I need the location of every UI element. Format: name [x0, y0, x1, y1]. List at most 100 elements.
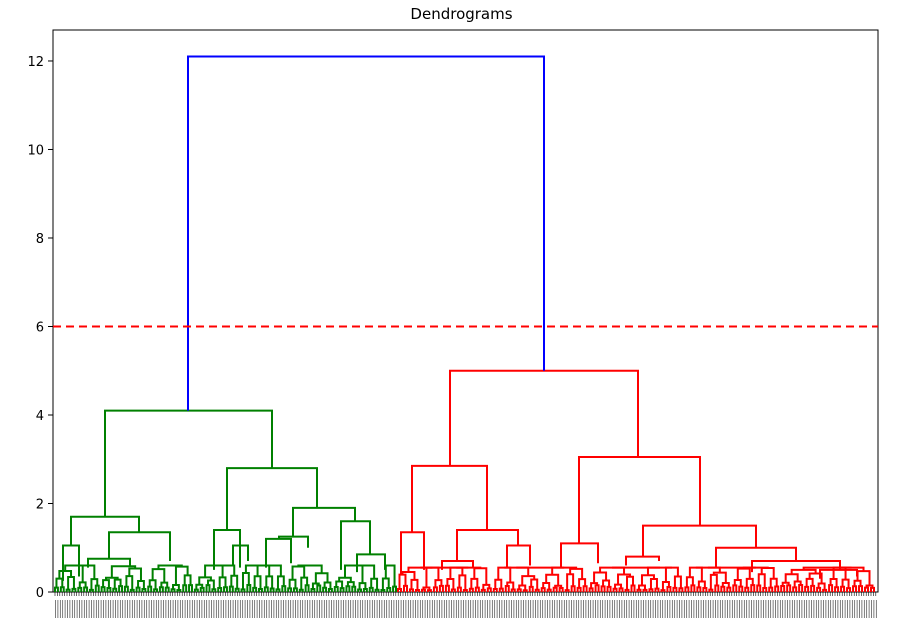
- cluster-2-link: [625, 555, 660, 566]
- cluster-1-leaf-link: [281, 585, 287, 592]
- cluster-1-leaf-link: [269, 587, 275, 592]
- cluster-1-leaf-link: [182, 584, 188, 592]
- cluster-1-leaf-link: [193, 588, 199, 592]
- cluster-1-leaf-link: [253, 575, 262, 589]
- cluster-1-leaf-link: [123, 585, 129, 592]
- cluster-2-leaf-link: [654, 587, 660, 592]
- cluster-2-leaf-link: [805, 577, 814, 587]
- cluster-2-leaf-link: [642, 588, 648, 592]
- cluster-1-link: [340, 520, 371, 570]
- cluster-1-leaf-link: [288, 578, 297, 589]
- cluster-2-link: [449, 369, 639, 466]
- cluster-1-leaf-link: [343, 564, 369, 578]
- cluster-1-leaf-link: [106, 587, 112, 592]
- cluster-2-leaf-link: [420, 588, 426, 592]
- cluster-1-leaf-link: [291, 565, 306, 580]
- cluster-1-leaf-link: [172, 584, 180, 590]
- cluster-2-leaf-link: [600, 585, 606, 592]
- cluster-1-leaf-link: [113, 578, 122, 589]
- cluster-2-leaf-link: [504, 585, 510, 592]
- cluster-2-leaf-link: [498, 587, 504, 592]
- cluster-2-leaf-link: [410, 578, 419, 591]
- cluster-1-leaf-link: [345, 585, 351, 592]
- cluster-1-link: [232, 544, 249, 566]
- cluster-2-leaf-link: [401, 570, 416, 580]
- cluster-2-leaf-link: [618, 587, 624, 592]
- cluster-2-link: [751, 560, 841, 573]
- cluster-2-leaf-link: [402, 584, 408, 592]
- cluster-2-leaf-link: [640, 574, 655, 586]
- cluster-1-leaf-link: [199, 586, 205, 592]
- cluster-2-leaf-link: [864, 586, 870, 592]
- cluster-2-leaf-link: [614, 583, 623, 589]
- cluster-1-leaf-link: [358, 582, 367, 590]
- cluster-1-leaf-link: [370, 577, 379, 590]
- cluster-1-leaf-link: [198, 576, 212, 585]
- cluster-2-leaf-link: [750, 584, 756, 592]
- cluster-2-links: [397, 369, 875, 592]
- cluster-1-link: [70, 515, 140, 546]
- cluster-1-leaf-link: [368, 586, 374, 592]
- cluster-1-leaf-link: [346, 581, 355, 587]
- cluster-2-link: [578, 456, 701, 544]
- cluster-2-leaf-link: [661, 581, 670, 591]
- cluster-1-leaf-link: [381, 577, 390, 590]
- cluster-2-leaf-link: [444, 584, 450, 592]
- cluster-2-leaf-link: [696, 586, 702, 592]
- cluster-2-leaf-link: [852, 585, 858, 592]
- cluster-2-leaf-link: [630, 584, 636, 592]
- cluster-2-leaf-link: [494, 578, 503, 590]
- cluster-2-leaf-link: [462, 588, 468, 592]
- cluster-1-leaf-link: [160, 581, 169, 588]
- cluster-2-leaf-link: [853, 579, 862, 587]
- cluster-2-leaf-link: [425, 566, 440, 588]
- cluster-2-leaf-link: [840, 585, 846, 592]
- cluster-2-leaf-link: [617, 573, 632, 585]
- cluster-1-leaf-link: [100, 586, 106, 592]
- cluster-2-leaf-link: [856, 570, 871, 586]
- cluster-2-leaf-link: [540, 587, 546, 592]
- cluster-1-leaf-link: [265, 575, 274, 589]
- cluster-2-leaf-link: [480, 588, 486, 592]
- cluster-2-link: [715, 546, 797, 568]
- y-tick-label: 4: [36, 409, 44, 424]
- cluster-2-leaf-link: [744, 586, 750, 592]
- cluster-2-link: [819, 568, 858, 579]
- root-links: [187, 55, 545, 411]
- cluster-2-leaf-link: [756, 584, 762, 592]
- cluster-2-leaf-link: [846, 587, 852, 592]
- cluster-2-leaf-link: [690, 584, 696, 592]
- cluster-2-leaf-link: [570, 585, 576, 592]
- cluster-2-leaf-link: [497, 566, 512, 583]
- cluster-1-leaf-link: [88, 588, 94, 592]
- cluster-1-leaf-link: [223, 586, 228, 592]
- cluster-1-leaf-link: [164, 586, 170, 592]
- cluster-2-leaf-link: [588, 587, 594, 592]
- cluster-2-leaf-link: [684, 586, 690, 592]
- cluster-1-leaf-link: [207, 579, 215, 590]
- cluster-1-leaf-link: [244, 564, 259, 577]
- cluster-1-leaf-link: [54, 586, 59, 592]
- cluster-2-leaf-link: [790, 568, 817, 575]
- cluster-2-leaf-link: [762, 587, 768, 592]
- cluster-1-leaf-link: [59, 586, 65, 592]
- cluster-2-leaf-link: [810, 584, 816, 592]
- cluster-1-leaf-link: [384, 564, 396, 587]
- plot-area-frame: [52, 29, 879, 593]
- cluster-1-leaf-link: [263, 586, 269, 592]
- cluster-1-leaf-link: [141, 587, 147, 592]
- cluster-1-leaf-link: [148, 579, 157, 590]
- y-tick-label: 12: [27, 55, 44, 70]
- cluster-2-link: [400, 531, 425, 575]
- cluster-2-leaf-link: [473, 567, 488, 585]
- cluster-1-leaf-link: [58, 570, 73, 579]
- cluster-1-leaf-link: [183, 574, 192, 586]
- cluster-2-leaf-link: [456, 586, 462, 592]
- cluster-2-leaf-link: [602, 579, 611, 587]
- cluster-2-leaf-link: [492, 588, 498, 592]
- cluster-1-leaf-link: [316, 584, 322, 592]
- cluster-2-leaf-link: [486, 587, 492, 592]
- cluster-2-leaf-link: [792, 586, 798, 592]
- root-link: [187, 55, 545, 411]
- cluster-1-leaf-link: [241, 571, 250, 590]
